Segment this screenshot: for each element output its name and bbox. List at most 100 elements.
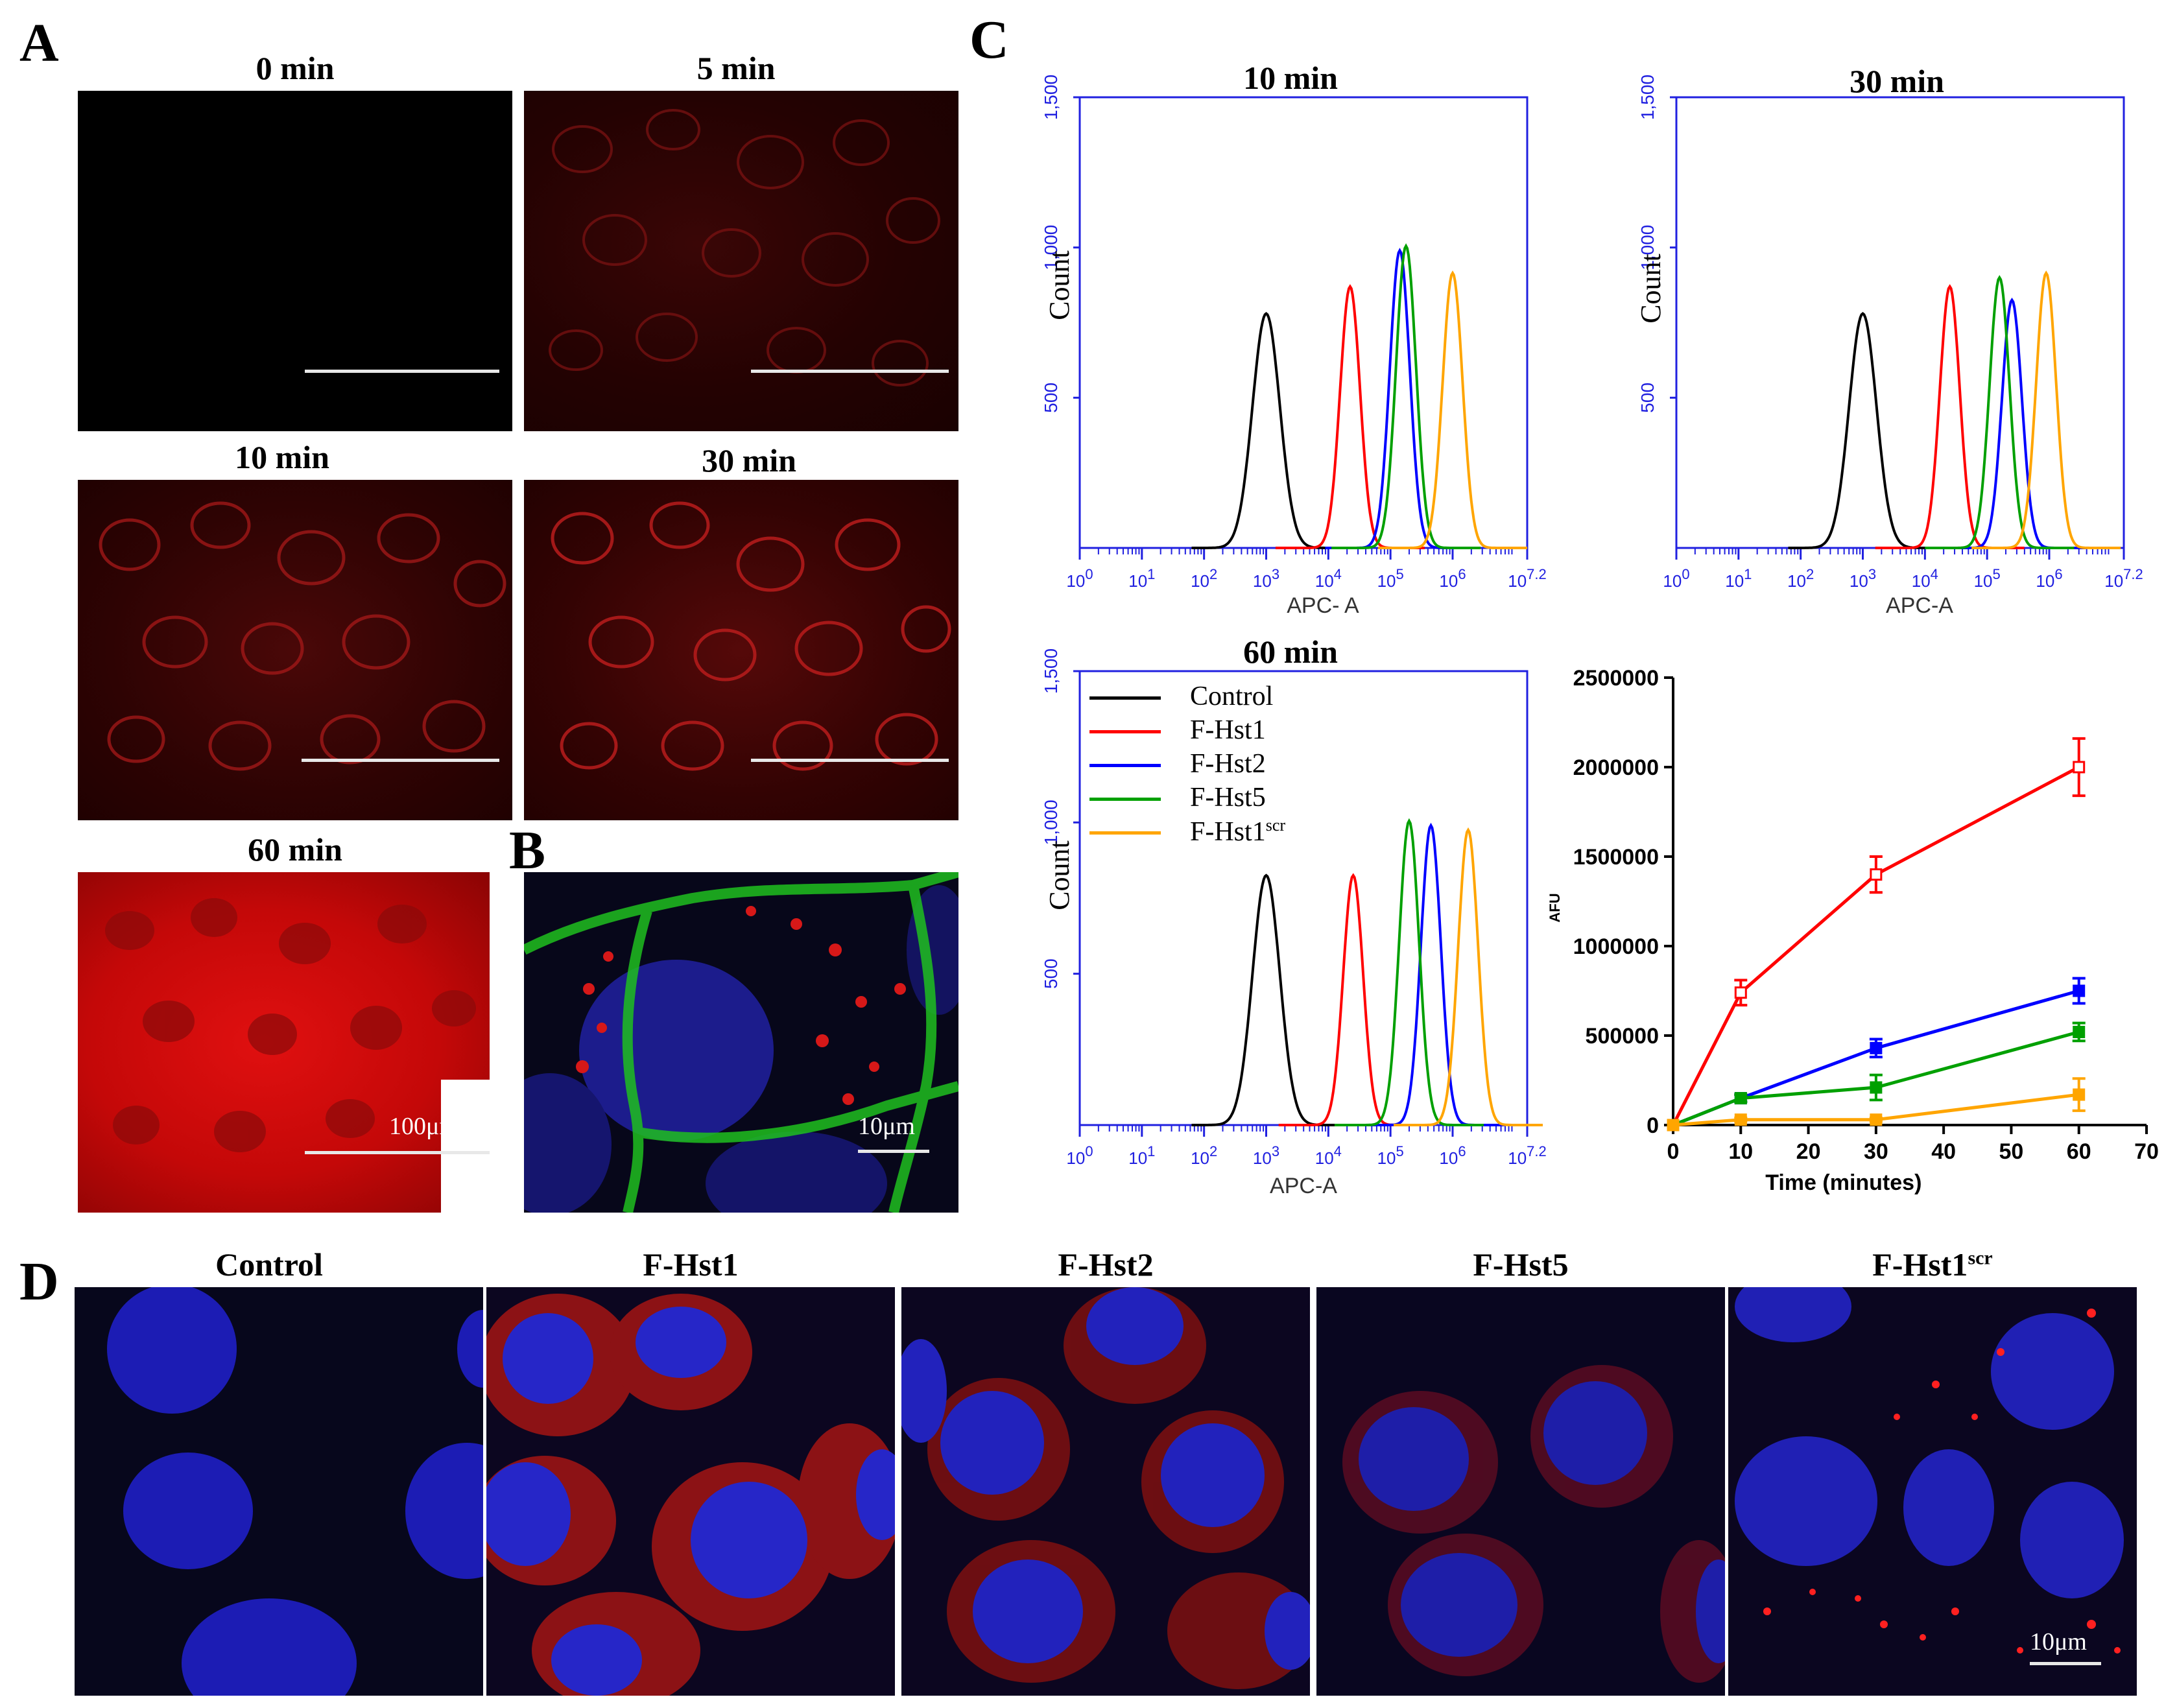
hist-xtick-label: 101 [1725,566,1752,591]
panel-c-histograms: 1,500 1,000 500 100 101 102 103 104 105 106 107.2 1… [1041,75,2143,1168]
hist-title-30min: 30 min [1850,63,1944,99]
hist-xtick-label: 100 [1066,1143,1093,1168]
panel-a-title-30min: 30 min [702,442,796,479]
panel-d-title-f-hst5: F-Hst5 [1473,1246,1569,1283]
afu-xtick-label: 70 [2134,1139,2159,1164]
panel-d-title-f-hst2: F-Hst2 [1058,1246,1154,1283]
hist-xtick-label: 103 [1850,566,1876,591]
afu-ytick-label: 1000000 [1573,934,1659,959]
hist-xtick-label: 100 [1663,566,1689,591]
hist-xtick-label: 103 [1253,566,1279,591]
hist-xlabel-60min: APC-A [1270,1174,1337,1198]
hist-frame-30min [1675,96,2125,549]
afu-ylabel: AFU [1547,893,1563,922]
panel-a-title-60min: 60 min [248,831,342,868]
scale-bar [751,759,949,762]
afu-marker [2073,1025,2086,1038]
scale-bar [305,1151,490,1154]
hist-xtick-label: 102 [1787,566,1814,591]
afu-marker [1734,1113,1747,1126]
afu-xtick-label: 50 [1999,1139,2024,1164]
micrograph-10min [78,480,512,820]
afu-marker [1870,1113,1883,1126]
legend-label: Control [1190,682,1274,711]
panel-d-title-f-hst1scr: F-Hst1scr [1872,1246,1993,1283]
hist-xlabel-30min: APC-A [1886,593,1953,618]
hist-ytick-label: 1,000 [1041,800,1061,845]
hist-peak-f-hst5 [1331,243,1481,549]
afu-marker [2073,761,2086,774]
micrograph-b-confocal: 10μm [524,872,958,1213]
hist-peak-f-hst1 [1378,270,1527,549]
panel-letter-c: C [970,10,1009,70]
hist-ytick-label: 500 [1041,958,1061,989]
afu-marker [2073,984,2086,997]
afu-xtick-label: 30 [1864,1139,1888,1164]
hist-xtick-label: 102 [1191,1143,1217,1168]
hist-xtick-label: 101 [1128,566,1155,591]
legend-item-f-hst1scr: F-Hst1scr [1089,816,1349,849]
micrograph-d-control [75,1287,483,1696]
hist-peak-control [1191,873,1341,1126]
hist-peak-f-hst1 [1275,284,1425,549]
hist-ytick-label: 1,500 [1637,75,1658,120]
hist-peak-control [1788,312,1938,549]
scale-bar [305,370,499,373]
legend-swatch [1089,831,1161,835]
afu-marker [1870,1041,1883,1054]
hist-xtick-label: 103 [1253,1143,1279,1168]
hist-ytick-label: 1,000 [1637,225,1658,270]
hist-ylabel-30min: Count [1635,254,1667,324]
hist-peak-f-hst2 [1356,822,1506,1126]
legend-label: F-Hst2 [1190,749,1266,779]
hist-xtick-label: 107.2 [2104,566,2143,591]
hist-xtick-label: 106 [1439,1143,1466,1168]
hist-xtick-label: 104 [1912,566,1938,591]
afu-marker [1734,1092,1747,1105]
afu-xtick-label: 40 [1931,1139,1956,1164]
afu-ytick-label: 1500000 [1573,845,1659,870]
afu-xtick-label: 20 [1796,1139,1821,1164]
hist-peak-control [1191,312,1341,549]
hist-ylabel-60min: Count [1043,840,1075,910]
hist-ytick-label: 1,000 [1041,225,1061,270]
legend-label: F-Hst1scr [1190,816,1286,847]
micrograph-d-f-hst2 [901,1287,1310,1696]
legend-item-f-hst5: F-Hst5 [1089,782,1349,816]
hist-peak-f-hst5 [1925,275,2075,549]
micrograph-30min [524,480,958,820]
panel-a-title-5min: 5 min [696,50,776,86]
hist-xtick-label: 105 [1974,566,2001,591]
hist-title-60min: 60 min [1243,634,1338,670]
micrograph-5min [524,91,958,431]
hist-ytick-label: 500 [1041,383,1061,413]
panel-letter-b: B [509,820,546,881]
panel-d-title-f-hst1: F-Hst1 [643,1246,739,1283]
hist-xtick-label: 105 [1377,566,1404,591]
legend-item-f-hst2: F-Hst2 [1089,748,1349,782]
afu-marker [2073,1088,2086,1101]
hist-xtick-label: 105 [1377,1143,1404,1168]
afu-xtick-label: 60 [2067,1139,2091,1164]
hist-xtick-label: 107.2 [1508,1143,1547,1168]
legend-swatch [1089,764,1161,767]
afu-marker [1870,1081,1883,1094]
micrograph-0min [78,91,512,431]
afu-marker [1870,868,1883,881]
hist-xtick-label: 100 [1066,566,1093,591]
scale-bar [751,370,949,373]
hist-ytick-label: 1,500 [1041,75,1061,120]
legend-item-control: Control [1089,681,1349,715]
hist-title-10min: 10 min [1243,60,1338,96]
hist-ytick-label: 500 [1637,383,1658,413]
hist-xtick-label: 106 [2036,566,2062,591]
panel-letter-d: D [19,1251,59,1312]
scale-label-100um: 100μm [389,1113,458,1140]
hist-peak-f-hst1 [1394,827,1543,1126]
hist-peak-f-hst1 [1875,284,2025,549]
afu-line-chart: 0 500000 1000000 1500000 2000000 2500000 0 10 20… [1547,666,2159,1195]
hist-xlabel-10min: APC- A [1287,593,1359,618]
micrograph-d-f-hst1 [486,1287,895,1696]
hist-xtick-label: 102 [1191,566,1217,591]
hist-peak-f-hst1 [1971,270,2121,549]
